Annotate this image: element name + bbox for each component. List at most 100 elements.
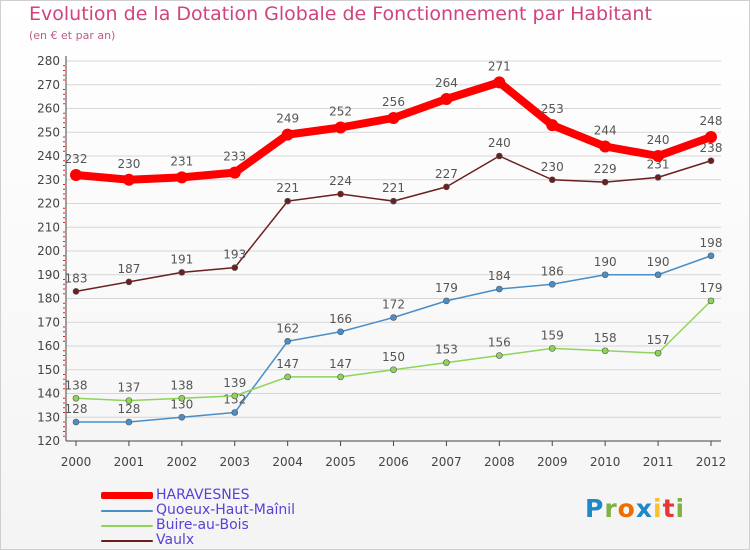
data-label: 179 — [700, 281, 723, 295]
data-point — [548, 345, 556, 352]
data-point — [654, 271, 662, 279]
data-label: 232 — [65, 152, 88, 166]
data-label: 137 — [117, 381, 140, 395]
data-point — [337, 328, 344, 336]
data-label: 162 — [276, 321, 299, 335]
data-point — [125, 397, 133, 404]
y-tick-label: 170 — [37, 315, 60, 329]
legend-item: HARAVESNES — [101, 488, 295, 503]
data-point — [122, 173, 135, 186]
data-point — [705, 131, 717, 143]
data-label: 157 — [647, 333, 670, 347]
data-point — [496, 152, 503, 160]
data-label: 159 — [541, 328, 564, 342]
data-label: 191 — [170, 252, 193, 266]
y-tick-label: 240 — [37, 149, 60, 163]
data-label: 128 — [117, 402, 140, 416]
data-label: 198 — [700, 236, 723, 250]
data-point — [281, 128, 294, 141]
data-point — [443, 297, 450, 305]
data-label: 244 — [594, 124, 617, 138]
y-tick-label: 130 — [37, 410, 60, 424]
logo-letter: i — [675, 494, 686, 523]
data-point — [228, 166, 241, 179]
data-label: 147 — [329, 357, 352, 371]
logo-letter: t — [662, 494, 676, 523]
data-point — [599, 140, 612, 153]
data-label: 166 — [329, 312, 352, 326]
y-tick-label: 180 — [37, 292, 60, 306]
data-point — [284, 337, 291, 345]
data-point — [443, 359, 450, 366]
data-label: 156 — [488, 336, 511, 350]
data-label: 138 — [65, 378, 88, 392]
data-label: 249 — [276, 112, 299, 126]
legend: HARAVESNES Quoeux-Haut-Maînil Buire-au-Boi… — [101, 488, 295, 548]
chart-title: Evolution de la Dotation Globale de Fonc… — [29, 3, 652, 25]
y-tick-label: 190 — [37, 268, 60, 282]
x-tick-label: 2006 — [378, 455, 409, 469]
data-point — [70, 169, 82, 181]
legend-label: Vaulx — [156, 532, 195, 548]
data-label: 193 — [223, 248, 246, 262]
data-point — [601, 178, 609, 186]
data-point — [284, 373, 291, 381]
logo-letter: o — [617, 494, 636, 523]
y-tick-label: 160 — [37, 339, 60, 353]
data-point — [707, 157, 715, 165]
data-label: 231 — [647, 157, 670, 171]
data-point — [548, 280, 556, 288]
data-point — [231, 392, 239, 400]
y-tick-label: 150 — [37, 363, 60, 377]
data-point — [231, 409, 239, 416]
x-tick-label: 2000 — [61, 455, 92, 469]
data-label: 231 — [170, 154, 193, 168]
data-point — [72, 418, 80, 426]
legend-label: HARAVESNES — [156, 487, 250, 503]
data-label: 253 — [541, 102, 564, 116]
data-label: 233 — [223, 150, 246, 164]
data-point — [284, 197, 291, 205]
x-tick-label: 2007 — [431, 455, 462, 469]
x-tick-label: 2005 — [325, 455, 356, 469]
data-label: 150 — [382, 350, 405, 364]
y-tick-label: 250 — [37, 125, 60, 139]
data-point — [707, 297, 715, 305]
logo-letter: r — [604, 494, 618, 523]
data-point — [390, 197, 397, 205]
y-tick-label: 220 — [37, 197, 60, 211]
x-tick-label: 2010 — [590, 455, 621, 469]
data-label: 179 — [435, 281, 458, 295]
data-label: 138 — [170, 378, 193, 392]
data-point — [72, 394, 80, 402]
data-point — [175, 171, 188, 184]
x-tick-label: 2001 — [114, 455, 145, 469]
data-point — [72, 288, 80, 295]
line-chart: 120 130 140 150 160 170 180 190 200 210 220 230 240 2… — [37, 54, 727, 469]
data-label: 187 — [117, 262, 140, 276]
legend-swatch — [101, 509, 153, 512]
legend-label: Quoeux-Haut-Maînil — [156, 502, 296, 518]
data-label: 238 — [700, 141, 723, 155]
data-label: 190 — [647, 255, 670, 269]
y-tick-label: 120 — [37, 434, 60, 448]
data-label: 221 — [382, 181, 405, 195]
data-label: 271 — [488, 59, 511, 73]
data-point — [654, 174, 662, 181]
data-point — [178, 413, 186, 421]
legend-item: Quoeux-Haut-Maînil — [101, 503, 295, 518]
data-point — [654, 349, 662, 357]
data-point — [178, 269, 186, 276]
x-tick-label: 2012 — [696, 455, 727, 469]
y-tick-label: 260 — [37, 102, 60, 116]
y-tick-label: 230 — [37, 173, 60, 187]
legend-swatch — [101, 539, 153, 542]
data-label: 172 — [382, 298, 405, 312]
data-label: 158 — [594, 331, 617, 345]
data-label: 230 — [541, 160, 564, 174]
data-label: 153 — [435, 343, 458, 357]
logo-letter: P — [585, 494, 605, 523]
data-label: 227 — [435, 167, 458, 181]
y-tick-label: 200 — [37, 244, 60, 258]
x-tick-label: 2011 — [643, 455, 674, 469]
